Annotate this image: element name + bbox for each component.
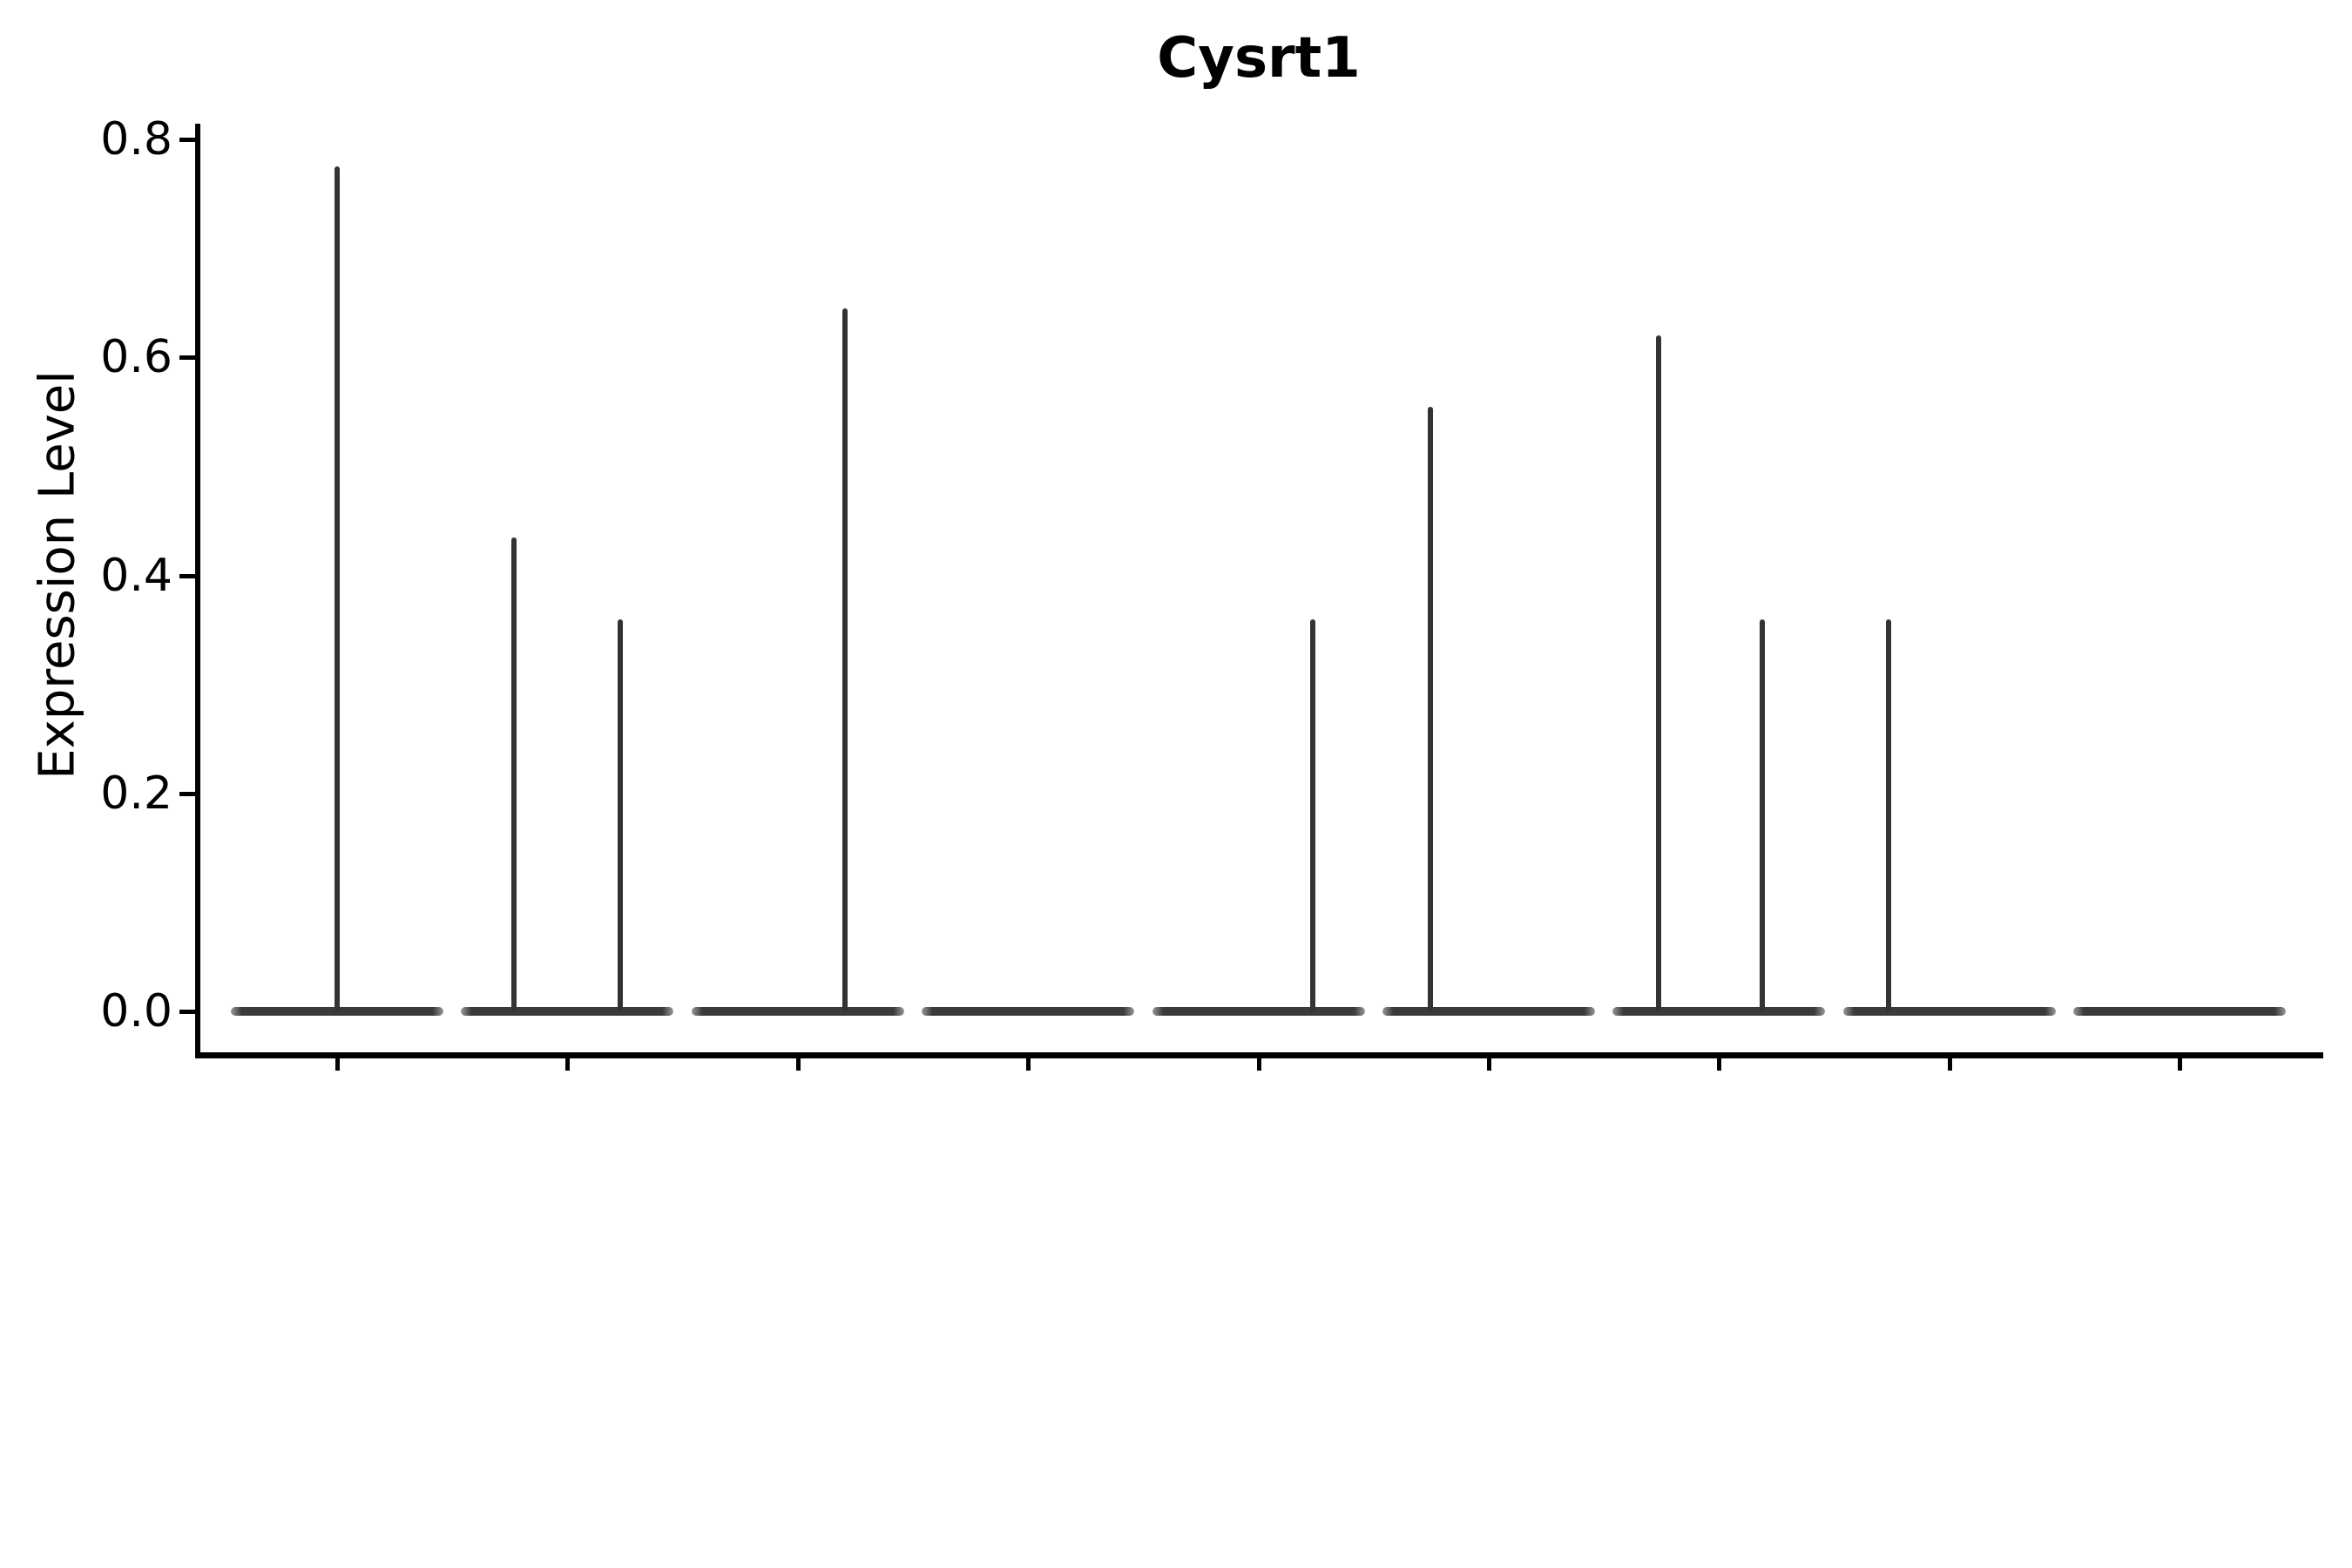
violin-base <box>231 1007 443 1016</box>
violin-stem <box>841 308 848 1011</box>
x-tick-mark <box>565 1055 571 1071</box>
x-tick-mark <box>1717 1055 1722 1071</box>
violin-stem <box>1760 618 1766 1011</box>
violin-stem <box>1309 618 1315 1011</box>
violin-base <box>1612 1007 1826 1016</box>
y-tick-mark <box>179 1010 195 1014</box>
violin-stem <box>335 166 340 1011</box>
x-tick-mark <box>795 1055 801 1071</box>
violin-stem <box>511 537 517 1011</box>
x-tick-mark <box>1487 1055 1491 1071</box>
violin-stem <box>618 618 624 1011</box>
y-tick-label: 0.0 <box>100 985 172 1037</box>
y-tick-mark <box>179 791 195 796</box>
violin-base <box>1842 1007 2056 1016</box>
y-tick-mark <box>179 138 195 143</box>
violin-base <box>691 1007 904 1016</box>
x-tick-mark <box>1256 1055 1261 1071</box>
violin-base <box>2073 1007 2287 1016</box>
x-tick-mark <box>335 1055 340 1071</box>
x-tick-mark <box>1947 1055 1952 1071</box>
violin-stem <box>1428 406 1433 1011</box>
violin-base <box>461 1007 674 1016</box>
violin-stem <box>1885 618 1891 1011</box>
y-tick-mark <box>179 573 195 578</box>
y-tick-label: 0.8 <box>100 113 172 166</box>
y-axis-spine <box>195 124 200 1058</box>
y-tick-label: 0.6 <box>100 331 172 384</box>
violin-stem <box>1656 335 1662 1011</box>
violin-base <box>1382 1007 1595 1016</box>
x-tick-mark <box>1026 1055 1031 1071</box>
violin-base <box>922 1007 1135 1016</box>
violin-base <box>1152 1007 1365 1016</box>
y-tick-label: 0.2 <box>100 767 172 820</box>
x-tick-mark <box>2178 1055 2183 1071</box>
y-tick-mark <box>179 355 195 361</box>
plot-title: Cysrt1 <box>1157 26 1361 91</box>
y-tick-label: 0.4 <box>100 549 172 602</box>
